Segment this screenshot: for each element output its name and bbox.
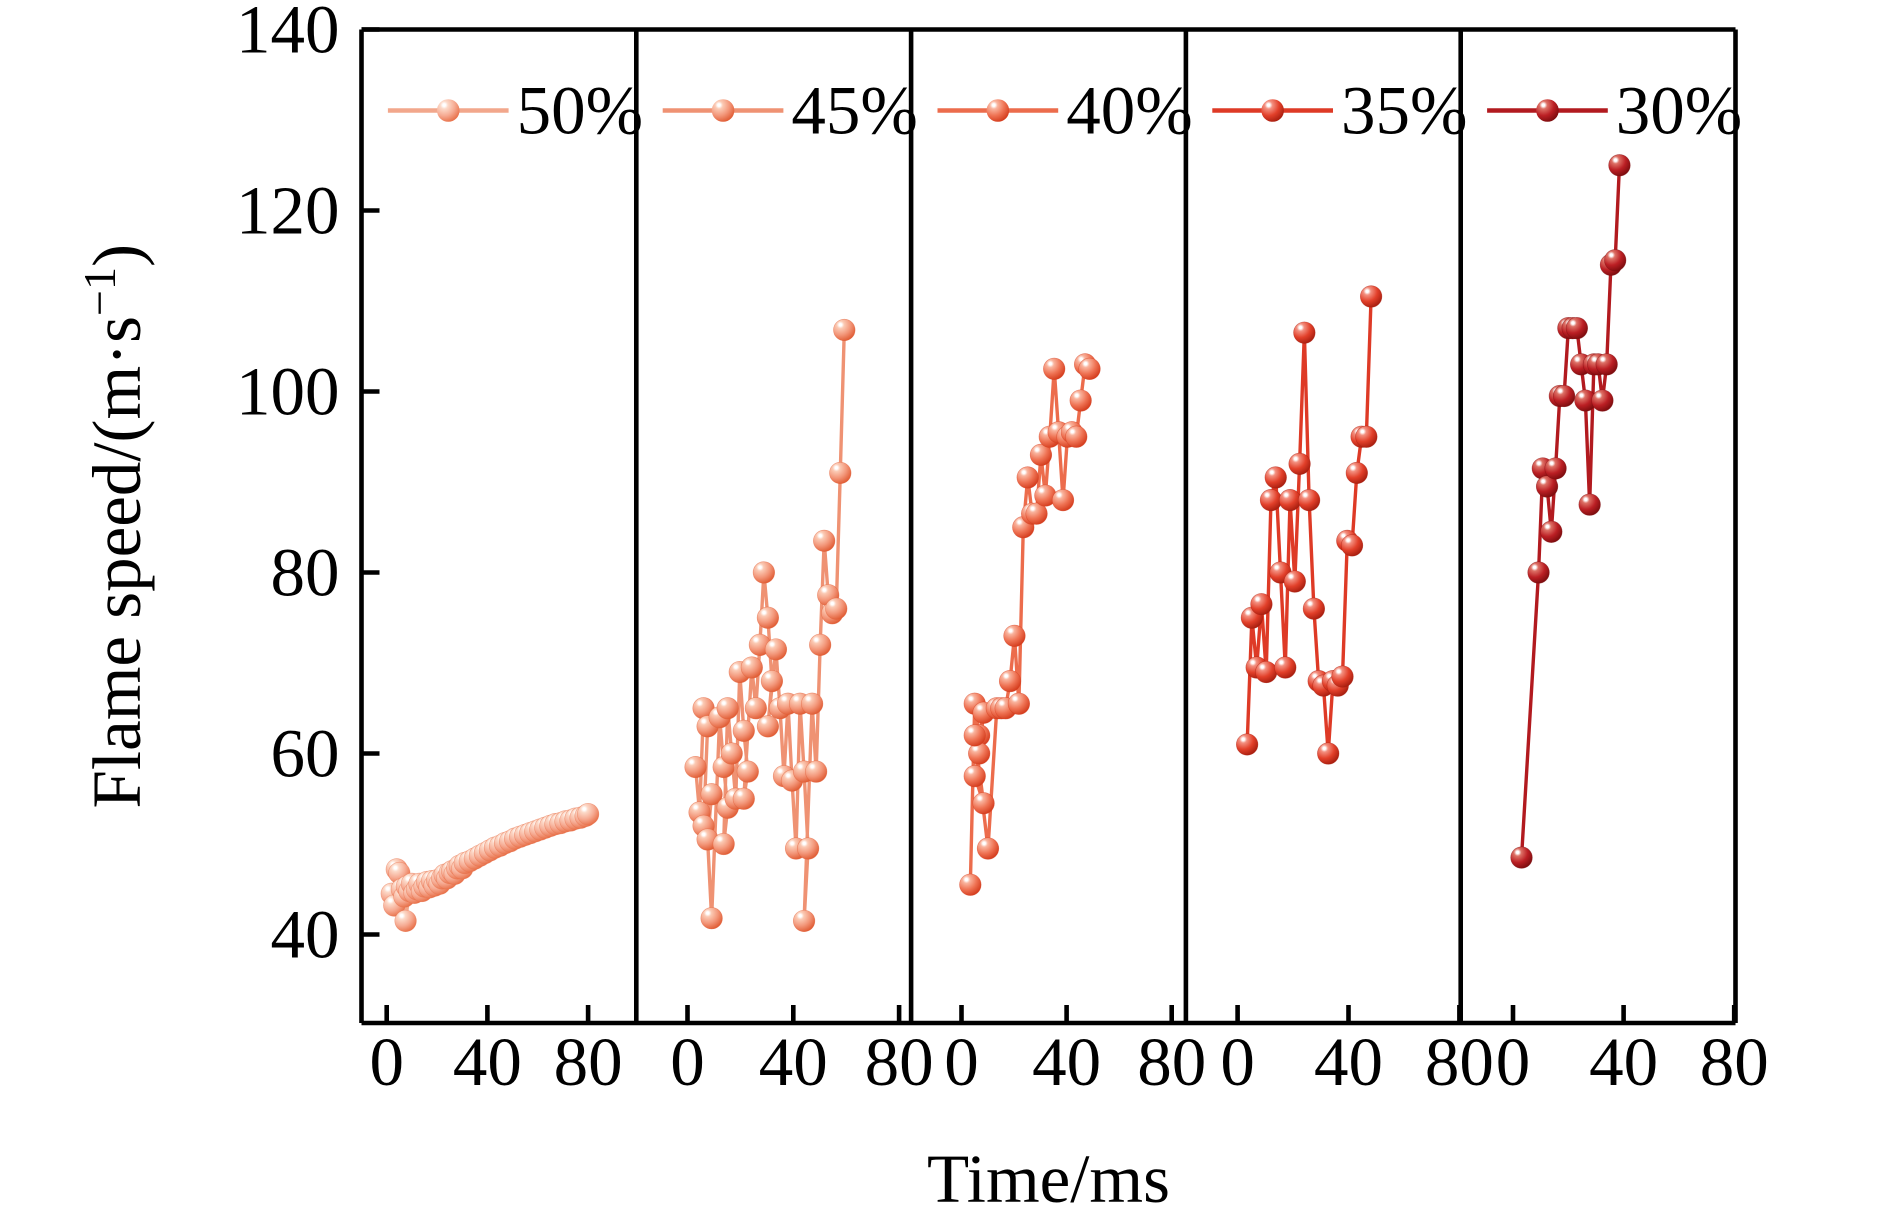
svg-text:80: 80 <box>865 1024 934 1100</box>
svg-text:40: 40 <box>1589 1024 1658 1100</box>
svg-text:120: 120 <box>236 173 340 249</box>
svg-text:0: 0 <box>944 1024 979 1100</box>
svg-text:0: 0 <box>670 1024 705 1100</box>
svg-text:40: 40 <box>453 1024 522 1100</box>
svg-text:80: 80 <box>1137 1024 1206 1100</box>
svg-text:40%: 40% <box>1066 73 1192 149</box>
svg-text:80: 80 <box>1425 1024 1494 1100</box>
svg-text:0: 0 <box>1496 1024 1531 1100</box>
svg-text:80: 80 <box>1700 1024 1769 1100</box>
svg-text:40: 40 <box>759 1024 828 1100</box>
svg-text:50%: 50% <box>517 73 643 149</box>
svg-text:40: 40 <box>1032 1024 1101 1100</box>
svg-text:40: 40 <box>1314 1024 1383 1100</box>
svg-text:60: 60 <box>271 716 340 792</box>
svg-text:0: 0 <box>369 1024 404 1100</box>
svg-text:40: 40 <box>271 897 340 973</box>
svg-text:Time/ms: Time/ms <box>927 1141 1170 1216</box>
svg-text:Flame speed/(m·s−1): Flame speed/(m·s−1) <box>74 244 156 808</box>
svg-text:80: 80 <box>271 535 340 611</box>
svg-text:30%: 30% <box>1616 73 1742 149</box>
svg-text:35%: 35% <box>1341 73 1467 149</box>
svg-text:140: 140 <box>236 0 340 68</box>
svg-text:0: 0 <box>1220 1024 1255 1100</box>
svg-text:100: 100 <box>236 354 340 430</box>
svg-text:80: 80 <box>554 1024 623 1100</box>
svg-text:45%: 45% <box>791 73 917 149</box>
